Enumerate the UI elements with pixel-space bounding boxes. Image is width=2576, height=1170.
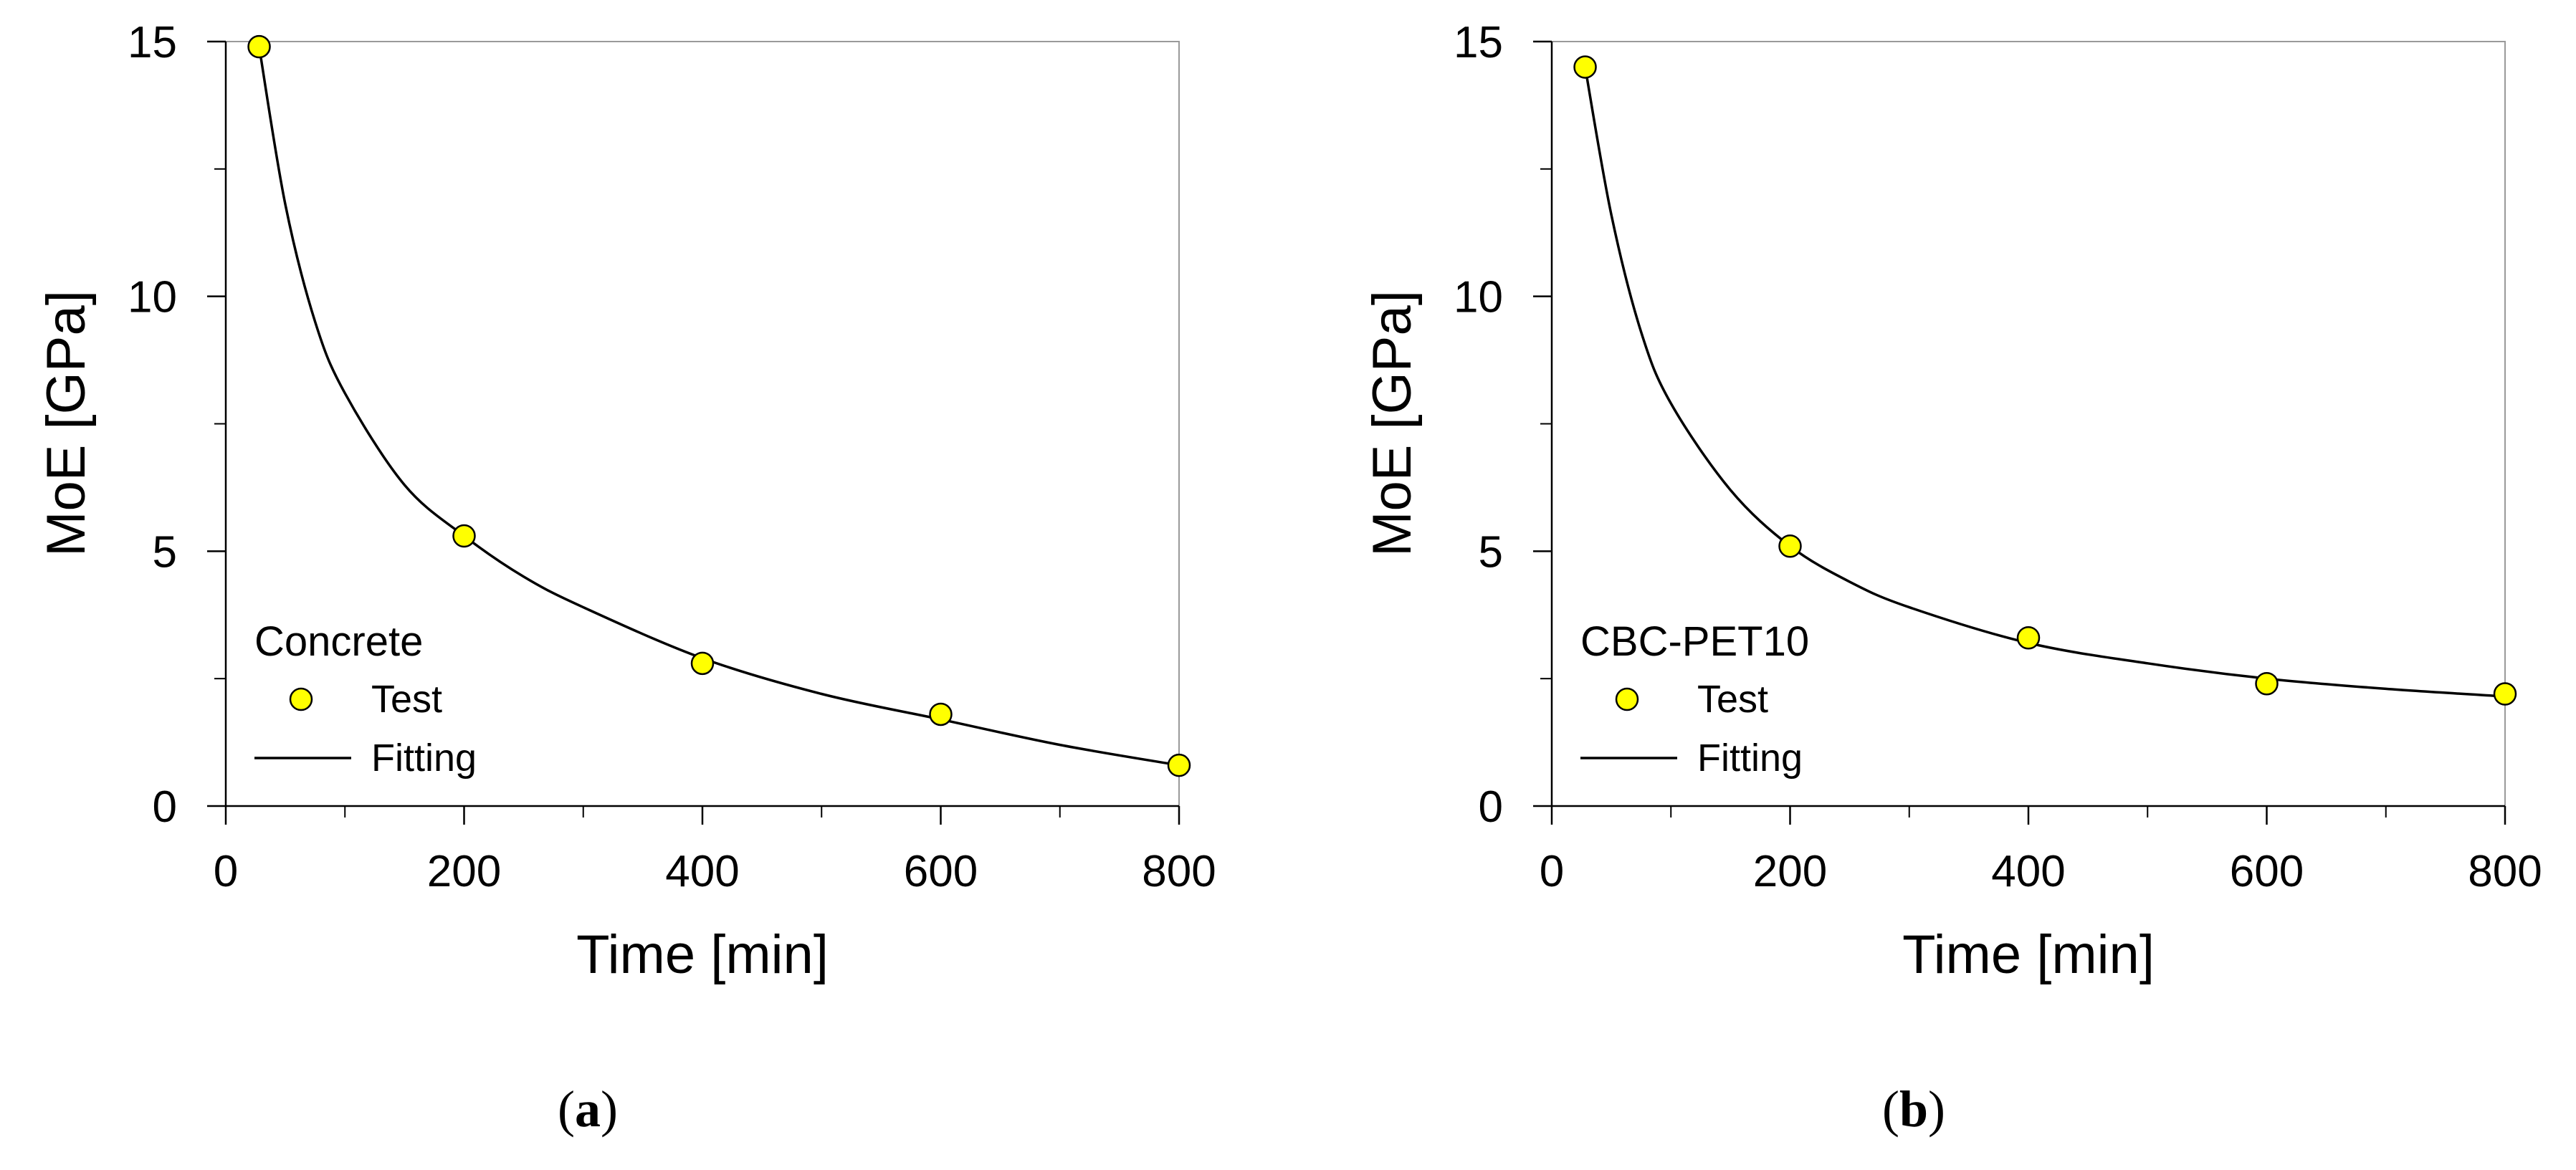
legend: Concrete Test Fitting	[254, 618, 477, 780]
test-point	[1573, 55, 1597, 79]
test-markers	[1573, 55, 2517, 706]
x-tick-label: 0	[1540, 847, 1564, 896]
legend-test-marker	[1615, 687, 1639, 711]
x-tick-label: 800	[1142, 847, 1216, 896]
panel-label-paren-open: (	[558, 1080, 575, 1138]
x-tick-label: 800	[2468, 847, 2542, 896]
plot-frame	[225, 41, 1180, 807]
y-axis-title: MoE [GPa]	[1362, 290, 1423, 557]
axis-ticks: 0 200 400 600 800 0 5 10 15	[1454, 18, 2542, 896]
test-point	[1778, 534, 1802, 558]
x-tick-label: 600	[2230, 847, 2304, 896]
test-point	[690, 651, 715, 676]
panel-label-paren-close: )	[601, 1080, 618, 1138]
x-axis-title: Time [min]	[576, 924, 829, 985]
panel-label-paren-close: )	[1928, 1080, 1945, 1138]
y-tick-label: 10	[128, 273, 177, 322]
test-point	[247, 34, 271, 59]
panel-label-b: (b)	[1882, 1080, 1945, 1138]
panel-label-a: (a)	[558, 1080, 618, 1138]
x-tick-label: 0	[214, 847, 238, 896]
legend-fitting-label: Fitting	[1697, 737, 1803, 780]
test-markers	[247, 34, 1191, 777]
y-tick-label: 10	[1454, 273, 1503, 322]
y-tick-label: 15	[128, 18, 177, 67]
plot-frame	[1551, 41, 2506, 807]
x-tick-label: 200	[1753, 847, 1827, 896]
axis-ticks: 0 200 400 600 800 0 5 10 15	[128, 18, 1216, 896]
y-tick-label: 5	[1479, 527, 1503, 577]
test-point	[2016, 626, 2041, 650]
legend-title: Concrete	[254, 618, 423, 665]
panel-label-letter: a	[575, 1080, 601, 1138]
legend-title: CBC-PET10	[1580, 618, 1809, 665]
test-point	[929, 702, 953, 727]
x-axis-title: Time [min]	[1902, 924, 2155, 985]
y-axis-title: MoE [GPa]	[36, 290, 97, 557]
legend-fitting-label: Fitting	[371, 737, 477, 780]
y-tick-label: 15	[1454, 18, 1503, 67]
legend-test-label: Test	[1697, 678, 1768, 721]
x-tick-label: 200	[427, 847, 501, 896]
panel-label-paren-open: (	[1882, 1080, 1899, 1138]
y-tick-label: 5	[153, 527, 177, 577]
panel-label-letter: b	[1899, 1080, 1928, 1138]
test-point	[2255, 672, 2279, 696]
x-tick-label: 600	[904, 847, 978, 896]
x-tick-label: 400	[665, 847, 739, 896]
legend-test-marker	[289, 687, 313, 711]
legend: CBC-PET10 Test Fitting	[1580, 618, 1809, 780]
test-point	[1167, 753, 1191, 777]
y-tick-label: 0	[1479, 782, 1503, 832]
test-point	[452, 524, 476, 548]
y-tick-label: 0	[153, 782, 177, 832]
chart-panel-b: 0 200 400 600 800 0 5 10 15 MoE [GPa] Time [min]…	[1362, 18, 2542, 1138]
fitting-curve	[1583, 67, 2506, 698]
legend-test-label: Test	[371, 678, 442, 721]
x-tick-label: 400	[1991, 847, 2065, 896]
chart-panel-a: 0 200 400 600 800 0 5 10 15 MoE [GPa] Time [min]…	[36, 18, 1216, 1138]
test-point	[2493, 682, 2517, 706]
